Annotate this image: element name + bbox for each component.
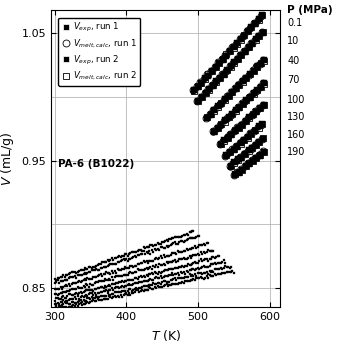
Text: PA-6 (B1022): PA-6 (B1022) (58, 159, 134, 169)
Text: 70: 70 (287, 75, 300, 86)
X-axis label: $T$ (K): $T$ (K) (150, 328, 181, 342)
Text: 160: 160 (287, 130, 306, 140)
Text: 0.1: 0.1 (287, 18, 303, 28)
Text: 100: 100 (287, 95, 306, 105)
Y-axis label: $V$ (mL/g): $V$ (mL/g) (0, 132, 16, 186)
Text: P (MPa): P (MPa) (287, 5, 333, 15)
Text: 40: 40 (287, 57, 300, 66)
Text: 130: 130 (287, 112, 306, 122)
Text: 190: 190 (287, 147, 306, 157)
Text: 10: 10 (287, 36, 300, 46)
Legend: $V_{exp}$, run 1, $V_{melt, calc}$, run 1, $V_{exp}$, run 2, $V_{melt, calc}$, r: $V_{exp}$, run 1, $V_{melt, calc}$, run … (58, 18, 140, 86)
